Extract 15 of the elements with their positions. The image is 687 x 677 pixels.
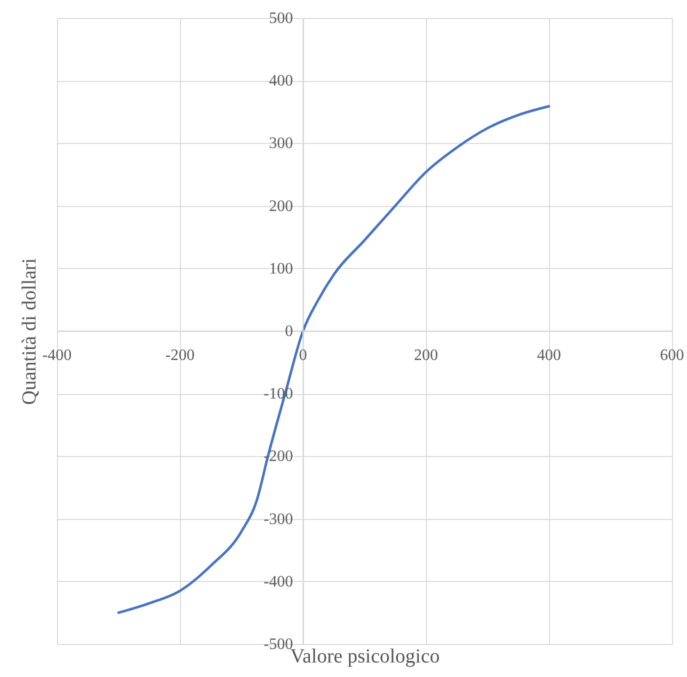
y-tick-label: 300 bbox=[269, 135, 293, 152]
y-axis-title: Quantità di dollari bbox=[18, 258, 40, 405]
y-tick-label: -300 bbox=[264, 510, 293, 528]
x-tick-label: 400 bbox=[537, 347, 561, 364]
x-tick-label: -400 bbox=[42, 347, 72, 364]
y-tick-label: -400 bbox=[264, 573, 293, 590]
x-tick-label: -200 bbox=[165, 347, 195, 364]
x-tick-label: 200 bbox=[414, 347, 438, 364]
y-tick-label: 400 bbox=[269, 72, 293, 90]
x-tick-label: 600 bbox=[660, 347, 684, 364]
y-tick-label: 100 bbox=[269, 260, 293, 278]
y-tick-label: 500 bbox=[269, 10, 293, 27]
y-tick-label: 200 bbox=[269, 198, 293, 215]
x-tick-label: 0 bbox=[299, 347, 307, 364]
y-tick-label: 0 bbox=[285, 323, 293, 340]
